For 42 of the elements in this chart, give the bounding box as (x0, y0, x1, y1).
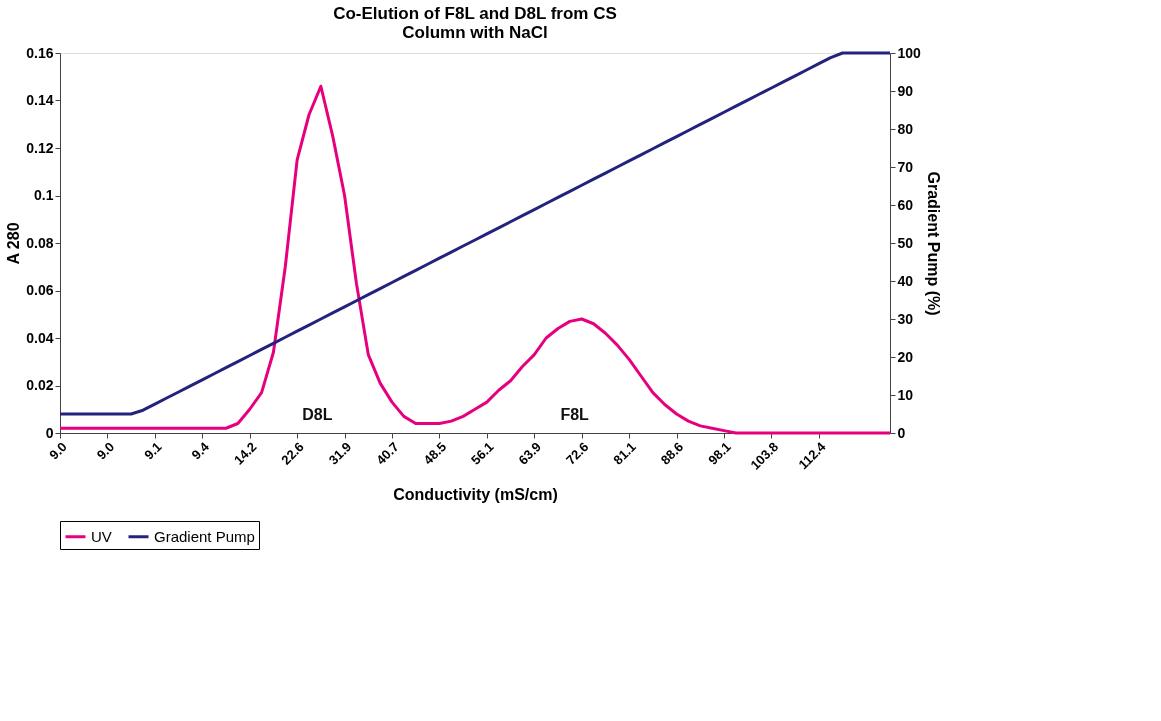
x-tick-label: 9.0 (93, 439, 118, 463)
text: Column with NaCl (402, 23, 548, 42)
y-tick-label: 0.02 (26, 377, 54, 393)
y2-tick-label: 10 (897, 386, 914, 403)
x-tick-label: 9.0 (46, 439, 70, 463)
y-tick-label: 0.08 (26, 234, 54, 251)
x-tick-label: 40.7 (373, 439, 402, 468)
y-tick-label: 0.16 (26, 44, 54, 61)
y2-tick-label: 50 (897, 234, 914, 251)
x-tick-label: 48.5 (420, 439, 450, 468)
y2-tick-label: 30 (897, 310, 914, 327)
x-tick-label: 72.6 (562, 439, 592, 468)
y2-tick-label: 20 (897, 348, 914, 365)
y-tick-label: 0.12 (26, 139, 54, 156)
y-tick-label: 0.1 (34, 187, 54, 203)
annotation: D8L (302, 406, 333, 423)
y2-tick-label: 80 (897, 120, 914, 137)
y2-tick-label: 40 (897, 272, 914, 289)
x-tick-label: 31.9 (325, 439, 355, 468)
y-tick-label: 0.04 (26, 329, 54, 346)
legend-label: Gradient Pump (154, 527, 255, 545)
x-tick-label: 81.1 (610, 439, 639, 468)
y2-tick-label: 60 (897, 196, 914, 213)
y2-tick-label: 90 (897, 82, 914, 99)
y-axis-title: A 280 (5, 222, 23, 265)
y-tick-label: 0 (45, 424, 54, 441)
text: Co-Elution of F8L and D8L from CS (333, 4, 617, 23)
x-tick-label: 63.9 (515, 439, 544, 468)
y-tick-label: 0.14 (26, 92, 54, 108)
x-tick-label: 9.4 (188, 438, 213, 463)
y2-axis-title: Gradient Pump (%) (924, 171, 942, 316)
legend-label: UV (91, 527, 112, 545)
y2-tick-label: 100 (897, 44, 922, 61)
x-tick-label: 88.6 (657, 439, 687, 468)
x-tick-label: 56.1 (468, 439, 497, 468)
y-tick-label: 0.06 (26, 282, 54, 298)
y2-tick-label: 70 (897, 158, 914, 175)
y2-tick-label: 0 (897, 424, 906, 441)
x-axis-title: Conductivity (mS/cm) (393, 485, 558, 503)
x-tick-label: 9.1 (141, 439, 165, 463)
annotation: F8L (560, 406, 590, 423)
x-tick-label: 98.1 (705, 439, 734, 468)
